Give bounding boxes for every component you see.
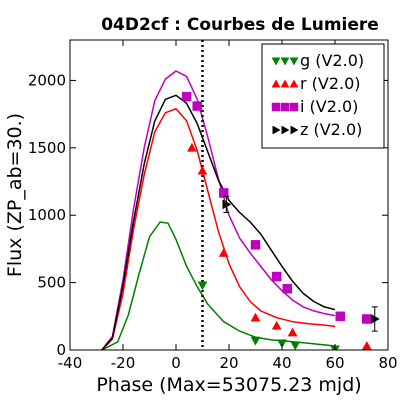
- point-i: [192, 101, 202, 111]
- point-i: [218, 188, 229, 198]
- point-r: [197, 165, 208, 175]
- point-i: [250, 240, 261, 250]
- point-z: [370, 314, 380, 324]
- y-tick-label: 0: [56, 341, 66, 359]
- legend-marker-r: [280, 79, 290, 88]
- legend-entry-g: g (V2.0): [271, 51, 364, 70]
- legend-marker-r: [289, 79, 299, 88]
- legend-label-i: i (V2.0): [300, 97, 358, 116]
- point-i: [362, 314, 372, 324]
- chart-title: 04D2cf : Courbes de Lumiere: [101, 15, 379, 35]
- point-i: [335, 311, 346, 322]
- x-tick-label: 80: [378, 354, 397, 372]
- point-z: [222, 199, 232, 210]
- legend-marker-g: [271, 57, 281, 66]
- x-axis-ticks: -40 -20 0 20 40 60 80: [58, 40, 398, 372]
- legend-marker-r: [271, 79, 281, 88]
- point-r: [271, 320, 282, 330]
- legend-marker-g: [289, 57, 299, 66]
- legend-label-g: g (V2.0): [300, 51, 364, 70]
- curve-g: [101, 221, 336, 350]
- point-i: [181, 91, 192, 102]
- x-tick-label: 20: [219, 354, 238, 372]
- point-g: [290, 341, 301, 350]
- x-tick-label: 60: [325, 354, 344, 372]
- curve-z: [101, 94, 336, 350]
- point-g: [250, 336, 261, 346]
- curve-r: [101, 107, 336, 350]
- point-g: [277, 339, 287, 349]
- data-points: [181, 91, 380, 350]
- point-g: [197, 281, 208, 291]
- legend-marker-i: [289, 102, 299, 112]
- y-axis-label: Flux (ZP_ab=30.): [4, 113, 26, 277]
- y-tick-label: 500: [37, 274, 66, 292]
- x-axis-label: Phase (Max=53075.23 mjd): [96, 374, 361, 396]
- x-tick-label: -20: [111, 354, 136, 372]
- x-tick-label: 0: [171, 354, 181, 372]
- legend-entry-r: r (V2.0): [271, 74, 361, 93]
- point-r: [287, 327, 298, 337]
- legend-label-z: z (V2.0): [300, 120, 362, 139]
- point-i: [271, 271, 282, 282]
- legend-entry-i: i (V2.0): [271, 97, 358, 116]
- legend-entry-z: z (V2.0): [272, 120, 362, 139]
- point-r: [186, 142, 197, 152]
- point-i: [282, 283, 293, 294]
- model-curves: [101, 70, 336, 350]
- point-r: [218, 247, 229, 257]
- y-tick-label: 1000: [28, 206, 66, 224]
- legend-marker-z: [272, 125, 281, 135]
- legend: g (V2.0) r (V2.0) i (V2.0) z (V2.0): [261, 43, 385, 149]
- legend-marker-z: [281, 125, 290, 135]
- y-tick-label: 1500: [28, 139, 66, 157]
- x-tick-label: 40: [272, 354, 291, 372]
- point-r: [361, 340, 372, 350]
- legend-marker-i: [271, 102, 281, 112]
- legend-label-r: r (V2.0): [300, 74, 361, 93]
- y-tick-label: 2000: [28, 71, 66, 89]
- y-axis-ticks: 0 500 1000 1500 2000: [28, 71, 388, 359]
- legend-marker-g: [280, 57, 290, 66]
- point-r: [250, 312, 261, 322]
- x-tick-label: -40: [58, 354, 83, 372]
- legend-marker-z: [290, 125, 299, 135]
- legend-marker-i: [280, 102, 290, 112]
